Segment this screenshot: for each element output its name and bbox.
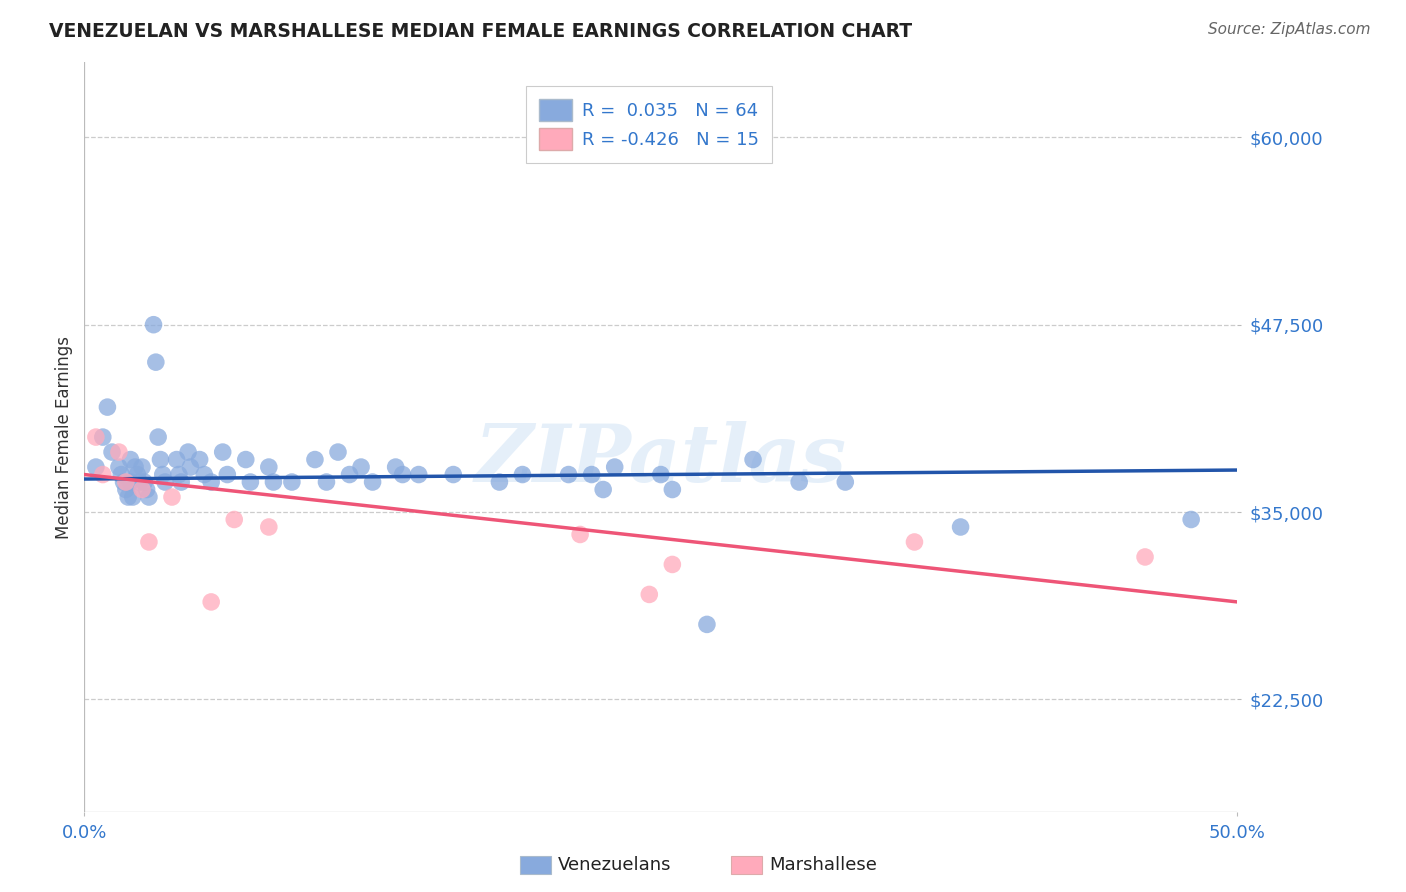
Point <box>592 483 614 497</box>
Point <box>160 490 183 504</box>
Point <box>949 520 972 534</box>
Point <box>557 467 579 482</box>
Point <box>281 475 304 489</box>
Point <box>167 467 190 482</box>
Point <box>145 355 167 369</box>
Point <box>128 475 150 489</box>
Point <box>391 467 413 482</box>
Point <box>742 452 765 467</box>
Point <box>315 475 337 489</box>
Point <box>661 558 683 572</box>
Point <box>120 452 142 467</box>
Point <box>138 490 160 504</box>
Point <box>91 430 114 444</box>
Point <box>108 460 131 475</box>
Point <box>1133 549 1156 564</box>
Point <box>142 318 165 332</box>
Point <box>146 430 169 444</box>
Point <box>257 460 280 475</box>
Point <box>339 467 361 482</box>
Point <box>1180 512 1202 526</box>
Point <box>569 527 592 541</box>
Point <box>200 475 222 489</box>
Point <box>211 445 233 459</box>
Point <box>177 445 200 459</box>
Text: VENEZUELAN VS MARSHALLESE MEDIAN FEMALE EARNINGS CORRELATION CHART: VENEZUELAN VS MARSHALLESE MEDIAN FEMALE … <box>49 22 912 41</box>
Point <box>224 512 246 526</box>
Point <box>787 475 810 489</box>
Legend: R =  0.035   N = 64, R = -0.426   N = 15: R = 0.035 N = 64, R = -0.426 N = 15 <box>526 87 772 163</box>
Point <box>127 467 149 482</box>
Point <box>101 445 124 459</box>
Point <box>115 475 138 489</box>
Point <box>84 430 107 444</box>
Point <box>96 400 118 414</box>
Point <box>152 467 174 482</box>
Point <box>408 467 430 482</box>
Point <box>488 475 510 489</box>
Point <box>638 587 661 601</box>
Point <box>149 452 172 467</box>
Point <box>834 475 856 489</box>
Point <box>326 445 349 459</box>
Point <box>239 475 262 489</box>
Text: Marshallese: Marshallese <box>769 856 877 874</box>
Y-axis label: Median Female Earnings: Median Female Earnings <box>55 335 73 539</box>
Point <box>124 460 146 475</box>
Point <box>166 452 188 467</box>
Point <box>170 475 193 489</box>
Point <box>262 475 284 489</box>
Point <box>112 475 135 489</box>
Point <box>304 452 326 467</box>
Point <box>603 460 626 475</box>
Point <box>131 460 153 475</box>
Point <box>193 467 215 482</box>
Point <box>120 475 142 489</box>
Point <box>235 452 257 467</box>
Point <box>84 460 107 475</box>
Point <box>384 460 406 475</box>
Point <box>217 467 239 482</box>
Point <box>91 467 114 482</box>
Point <box>121 490 143 504</box>
Point <box>153 475 176 489</box>
Point <box>512 467 534 482</box>
Point <box>188 452 211 467</box>
Text: ZIPatlas: ZIPatlas <box>475 421 846 499</box>
Point <box>138 535 160 549</box>
Point <box>661 483 683 497</box>
Point <box>115 483 138 497</box>
Point <box>200 595 222 609</box>
Point <box>131 483 153 497</box>
Point <box>110 467 132 482</box>
Point <box>581 467 603 482</box>
Point <box>361 475 384 489</box>
Point <box>903 535 925 549</box>
Point <box>108 445 131 459</box>
Text: Venezuelans: Venezuelans <box>558 856 672 874</box>
Point <box>134 475 156 489</box>
Point <box>179 460 201 475</box>
Point <box>650 467 672 482</box>
Point <box>117 490 139 504</box>
Point <box>257 520 280 534</box>
Point <box>350 460 373 475</box>
Text: Source: ZipAtlas.com: Source: ZipAtlas.com <box>1208 22 1371 37</box>
Point <box>441 467 464 482</box>
Point <box>696 617 718 632</box>
Point <box>135 483 157 497</box>
